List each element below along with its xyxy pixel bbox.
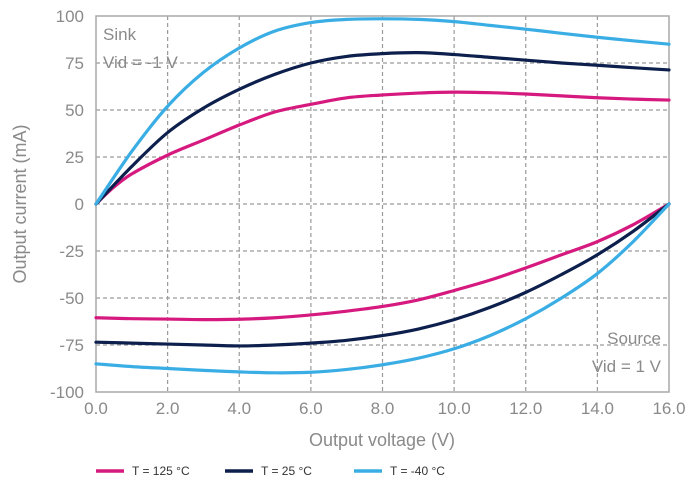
- series-0: [94, 90, 671, 322]
- series-line-0-source: [94, 202, 671, 322]
- x-tick-label: 12.0: [509, 399, 542, 418]
- y-tick-label: -75: [59, 336, 84, 355]
- series-1: [94, 51, 671, 348]
- y-tick-label: -50: [59, 289, 84, 308]
- annotation-bottom-right-line-0: Source: [607, 329, 661, 348]
- series-line-2-sink: [94, 17, 671, 206]
- y-tick-label: 0: [75, 195, 84, 214]
- annotations: Sink Vid = -1 V Source Vid = 1 V: [103, 25, 662, 376]
- annotation-top-left-line-0: Sink: [103, 25, 137, 44]
- y-tick-label: 25: [65, 148, 84, 167]
- x-tick-label: 2.0: [156, 399, 180, 418]
- series-group: [94, 17, 671, 375]
- y-tick-label: 75: [65, 54, 84, 73]
- annotation-top-left-line-1: Vid = -1 V: [103, 53, 178, 72]
- x-tick-labels: 0.0 2.0 4.0 6.0 8.0 10.0 12.0 14.0 16.0: [84, 399, 685, 418]
- y-tick-label: -25: [59, 242, 84, 261]
- y-tick-label: 100: [56, 7, 84, 26]
- legend-label-2: T = -40 °C: [390, 464, 445, 478]
- series-line-0-sink: [94, 90, 671, 206]
- x-tick-label: 14.0: [581, 399, 614, 418]
- legend: T = 125 °C T = 25 °C T = -40 °C: [96, 464, 445, 478]
- y-tick-labels: 100 75 50 25 0 -25 -50 -75 -100: [50, 7, 84, 402]
- x-tick-label: 10.0: [438, 399, 471, 418]
- x-tick-label: 16.0: [652, 399, 685, 418]
- x-tick-label: 8.0: [371, 399, 395, 418]
- x-axis-title: Output voltage (V): [309, 430, 455, 450]
- series-line-1-sink: [94, 51, 671, 206]
- y-axis-title: Output current (mA): [10, 124, 30, 283]
- series-line-2-source: [94, 202, 671, 375]
- x-tick-label: 0.0: [84, 399, 108, 418]
- series-2: [94, 17, 671, 375]
- legend-label-1: T = 25 °C: [261, 464, 312, 478]
- y-tick-label: 50: [65, 101, 84, 120]
- legend-label-0: T = 125 °C: [132, 464, 190, 478]
- y-tick-label: -100: [50, 383, 84, 402]
- x-tick-label: 4.0: [227, 399, 251, 418]
- annotation-bottom-right-line-1: Vid = 1 V: [592, 357, 662, 376]
- x-tick-label: 6.0: [299, 399, 323, 418]
- series-line-1-source: [94, 202, 671, 348]
